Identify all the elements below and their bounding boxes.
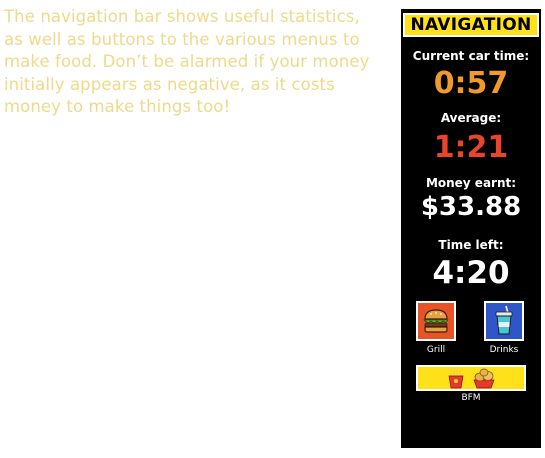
navigation-title: NAVIGATION [403, 13, 539, 37]
fries-icon [448, 368, 464, 389]
burger-icon [422, 309, 449, 333]
average-value: 1:21 [433, 130, 509, 165]
current-car-time-value: 0:57 [433, 66, 509, 101]
soda-cup-icon [495, 305, 513, 335]
current-car-time-label: Current car time: [412, 49, 530, 63]
average-label: Average: [440, 111, 502, 125]
money-earnt-value: $33.88 [420, 192, 522, 222]
bfm-button[interactable] [416, 365, 526, 391]
grill-button[interactable] [416, 301, 456, 341]
money-earnt-label: Money earnt: [425, 176, 517, 190]
drinks-button[interactable] [484, 301, 524, 341]
grill-label: Grill [426, 345, 446, 355]
bfm-label: BFM [461, 393, 481, 403]
navigation-bar: NAVIGATION Current car time: 0:57 Averag… [401, 9, 541, 448]
drinks-label: Drinks [489, 345, 519, 355]
time-left-label: Time left: [438, 238, 504, 252]
nuggets-icon [473, 368, 495, 389]
time-left-value: 4:20 [432, 255, 510, 291]
intro-text: The navigation bar shows useful statisti… [4, 7, 370, 116]
